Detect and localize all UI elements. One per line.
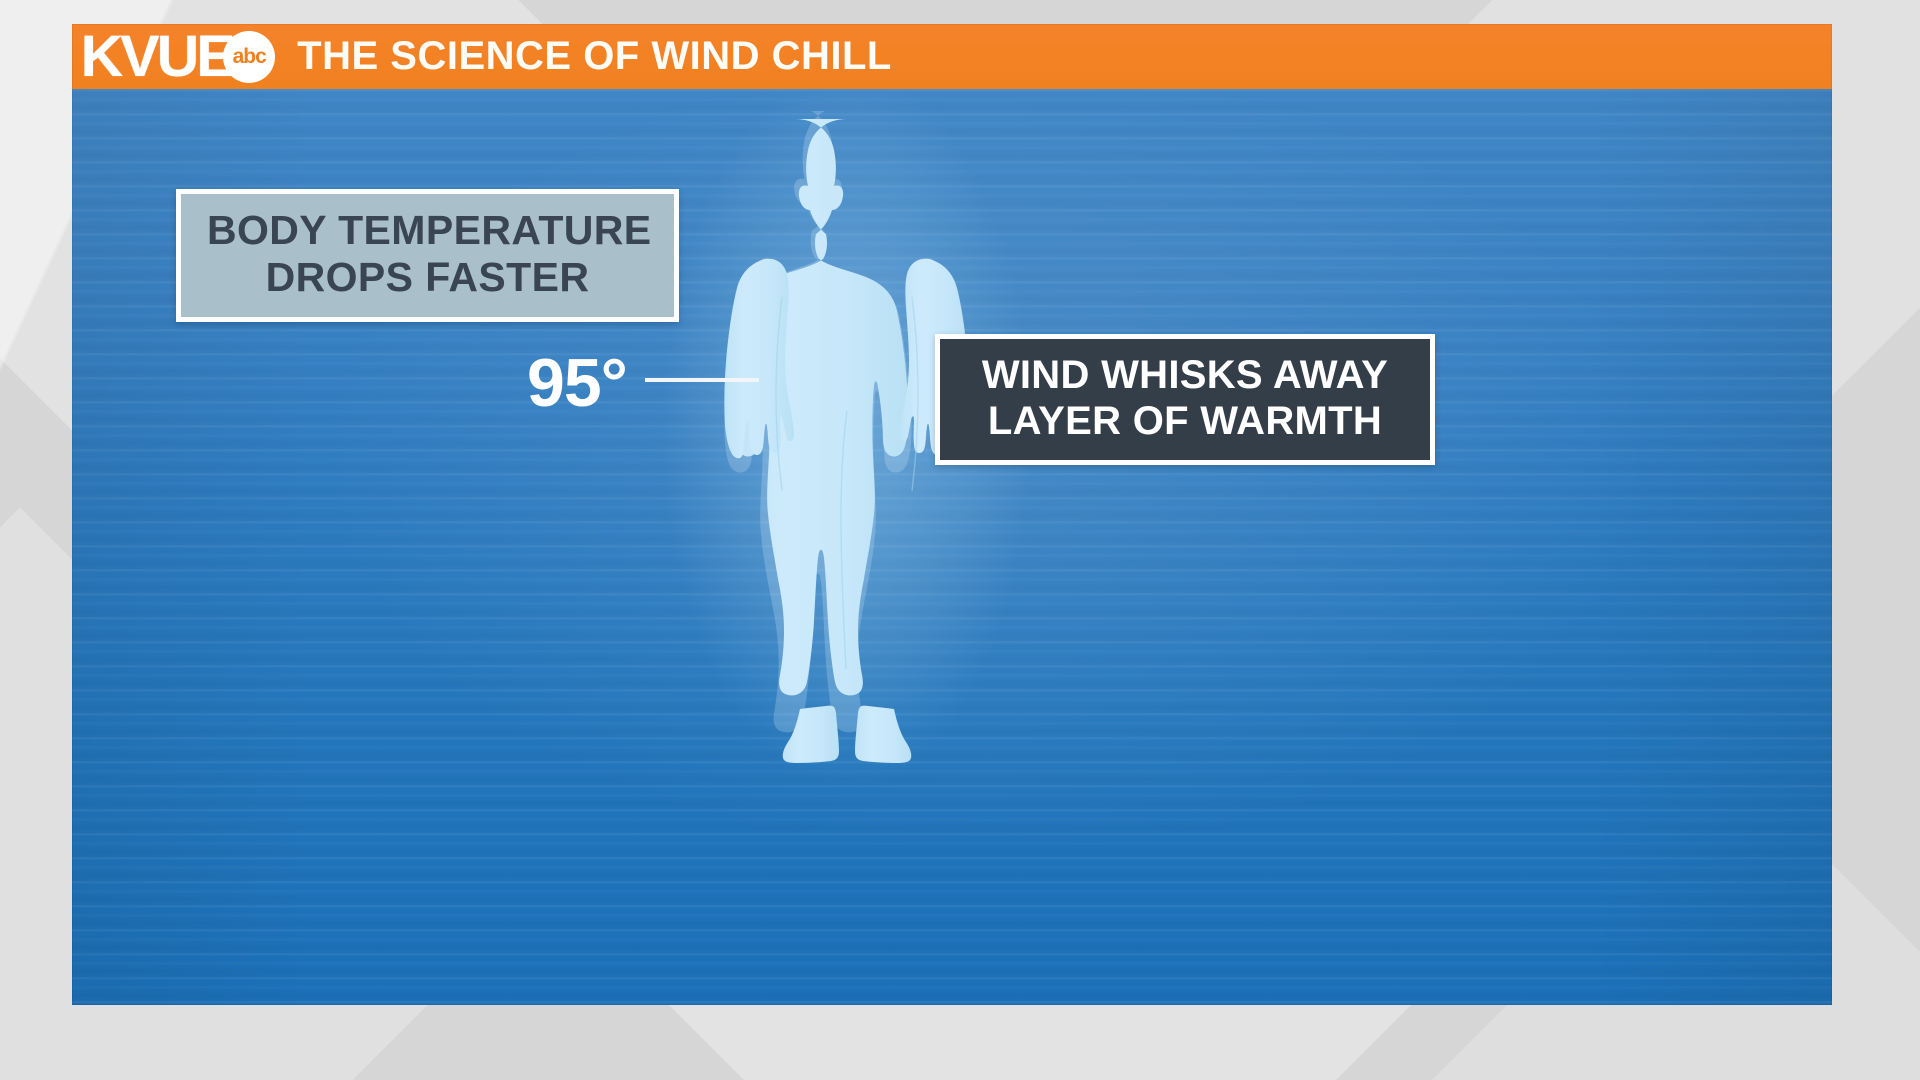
header-bar: KVUE abc THE SCIENCE OF WIND CHILL <box>72 24 1832 89</box>
kvue-logo: KVUE abc <box>72 24 276 89</box>
kvue-wordmark: KVUE <box>80 24 236 89</box>
abc-circle-icon: abc <box>223 30 276 83</box>
headline-text: THE SCIENCE OF WIND CHILL <box>297 34 892 78</box>
temperature-reading: 95° <box>527 345 628 421</box>
temperature-leader-line <box>645 378 759 382</box>
human-body-silhouette-icon <box>724 111 970 763</box>
callout-right-line-2: LAYER OF WARMTH <box>987 398 1383 443</box>
callout-left-line-2: DROPS FASTER <box>265 253 590 300</box>
callout-wind-whisks: WIND WHISKS AWAY LAYER OF WARMTH <box>935 334 1435 465</box>
broadcast-graphic-frame: KVUE abc THE SCIENCE OF WIND CHILL <box>72 24 1832 1005</box>
abc-badge-label: abc <box>232 45 267 68</box>
callout-right-line-1: WIND WHISKS AWAY <box>981 352 1389 397</box>
graphic-stage: BODY TEMPERATURE DROPS FASTER 95° WIND W… <box>72 89 1832 1005</box>
callout-body-temperature: BODY TEMPERATURE DROPS FASTER <box>176 189 679 322</box>
callout-left-line-1: BODY TEMPERATURE <box>207 206 652 253</box>
